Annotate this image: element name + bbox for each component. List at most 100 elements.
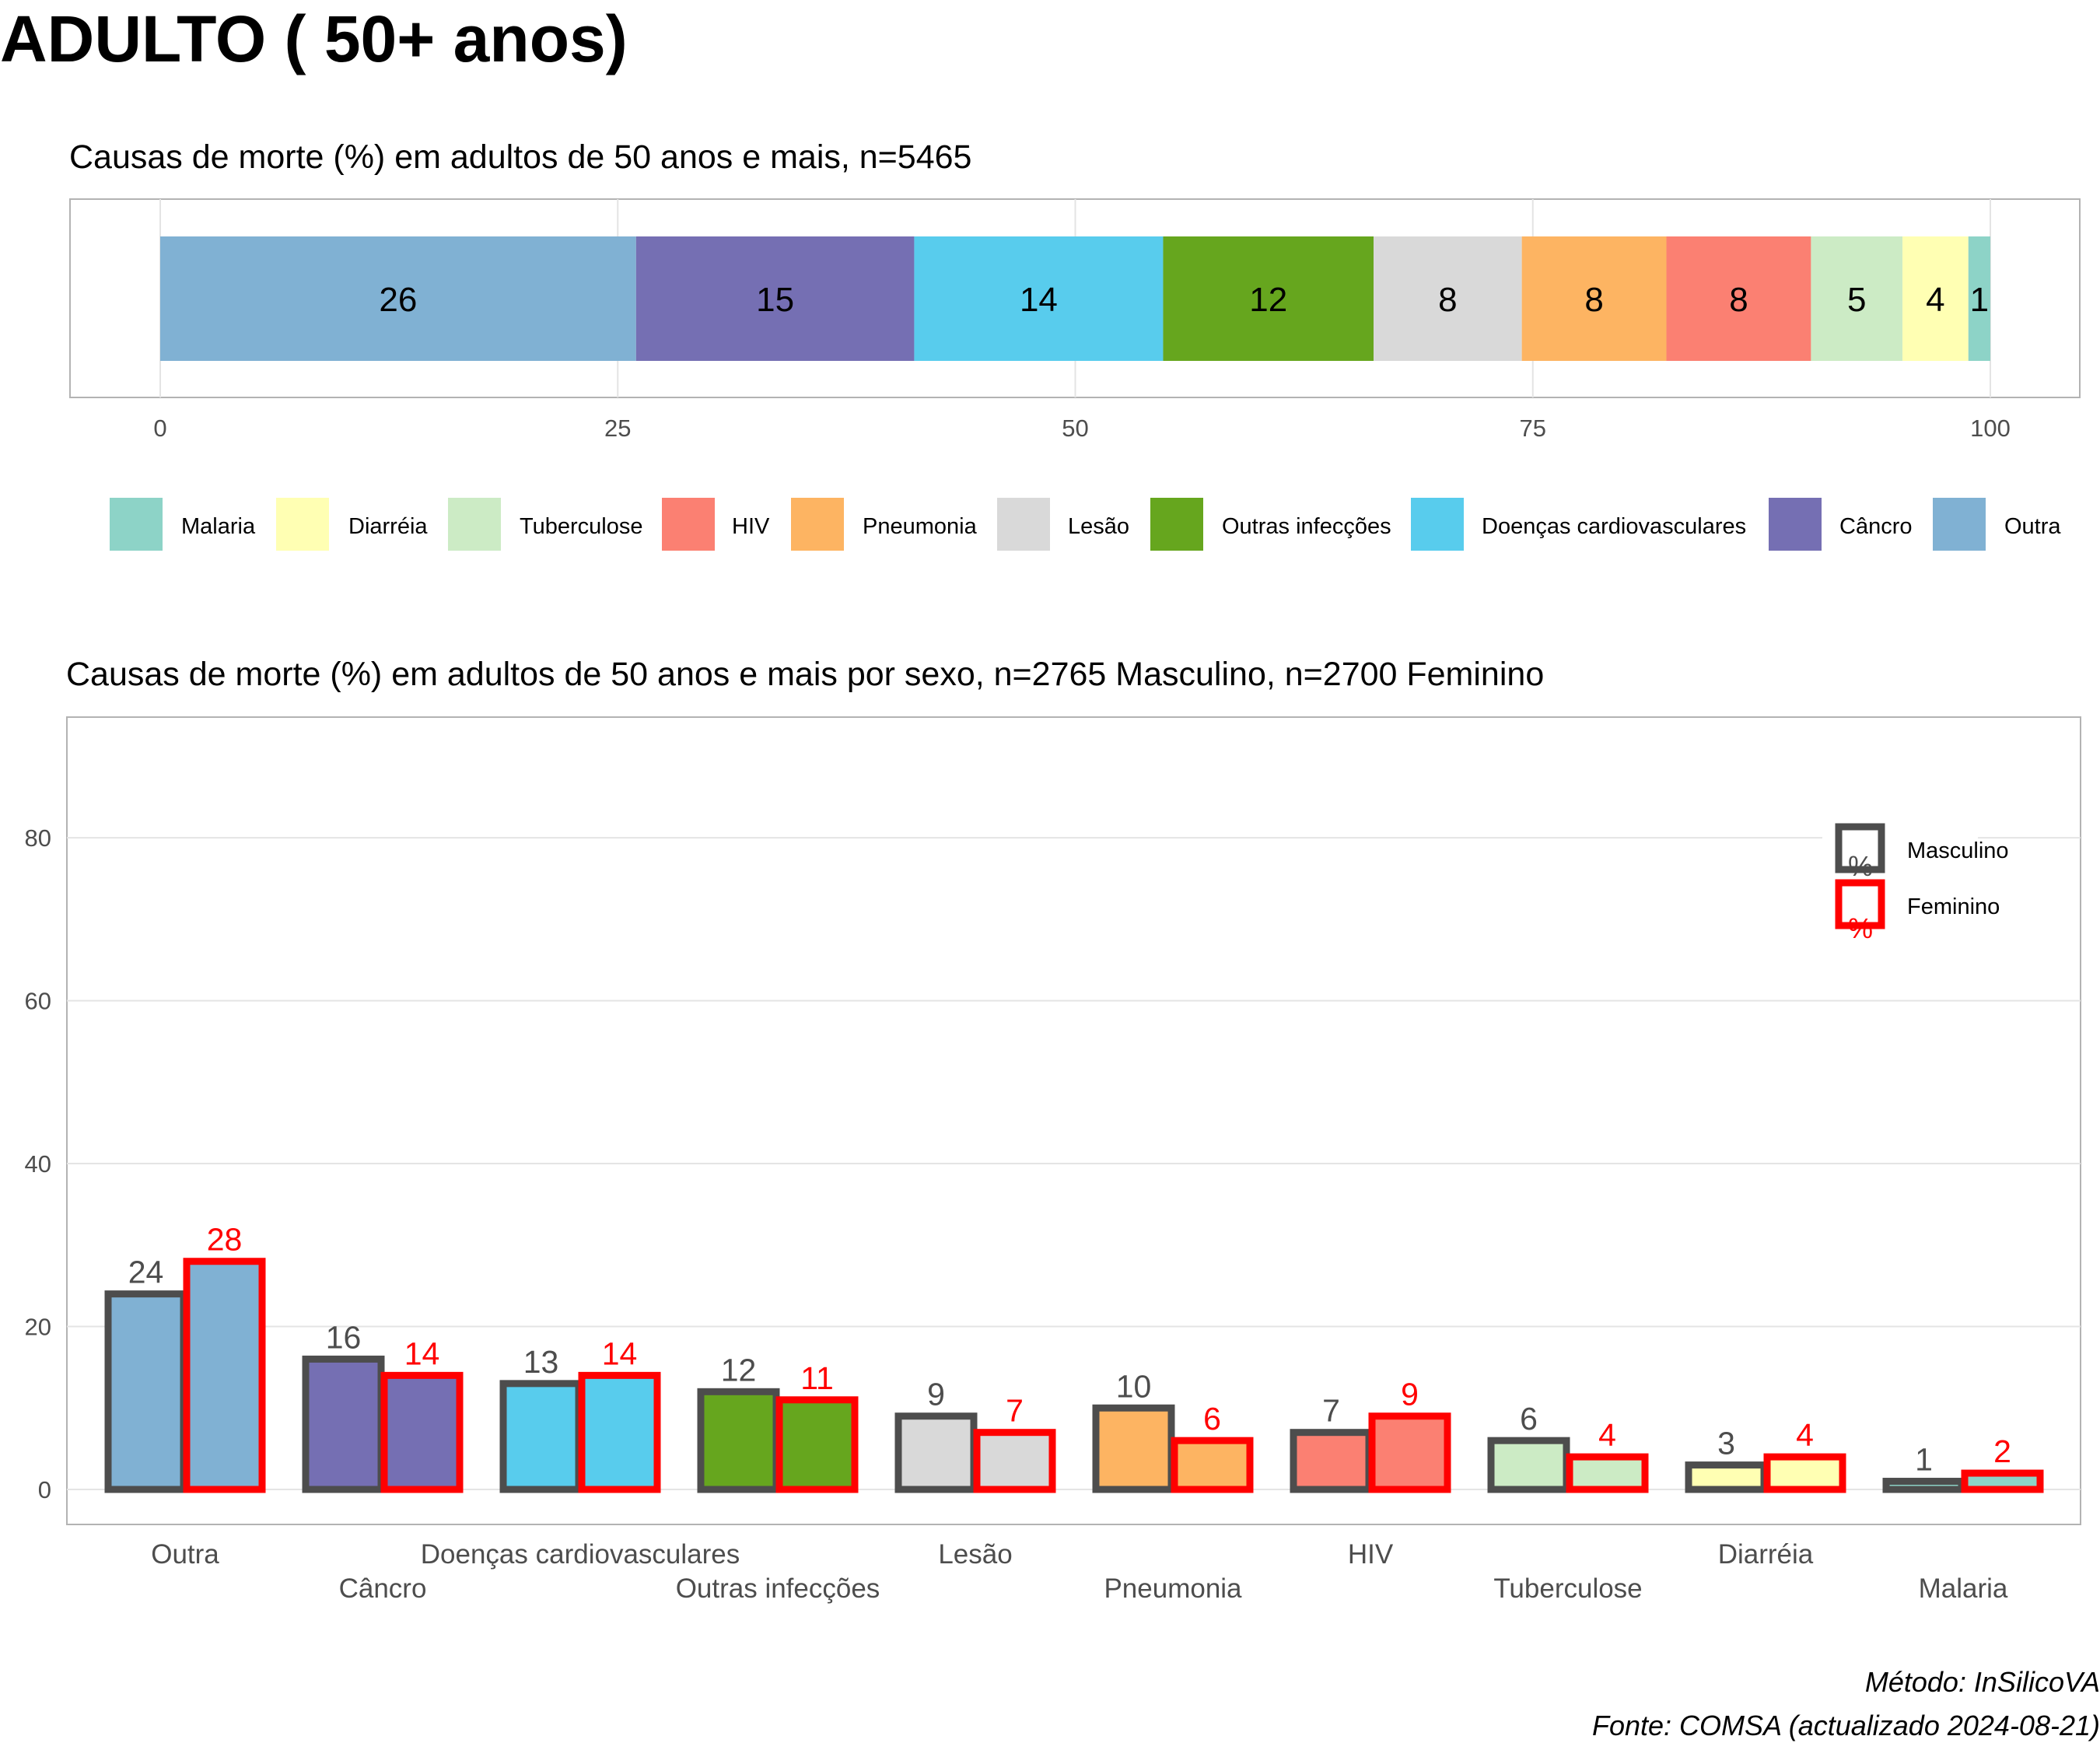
chart1-x-tick-label: 100 bbox=[1970, 415, 2011, 442]
chart2-data-label-feminino: 14 bbox=[602, 1335, 638, 1371]
chart1-legend-swatch bbox=[1769, 498, 1822, 551]
chart2-data-label-masculino: 7 bbox=[1322, 1393, 1340, 1429]
chart1-bar-segment bbox=[914, 236, 1164, 361]
chart1-legend-swatch bbox=[110, 498, 163, 551]
chart2-data-label-feminino: 4 bbox=[1796, 1417, 1814, 1453]
chart2-y-tick-label: 60 bbox=[25, 988, 51, 1015]
chart2-legend-glyph-masculino: % bbox=[1848, 850, 1873, 882]
chart2-y-tick-label: 80 bbox=[25, 824, 51, 852]
chart2-x-tick-label: Diarréia bbox=[1718, 1539, 1814, 1570]
chart2-bar-masculino bbox=[1882, 1478, 1965, 1493]
chart2-bar-feminino bbox=[1368, 1412, 1451, 1493]
chart2-y-tick-label: 20 bbox=[25, 1314, 51, 1341]
chart2-bar-feminino bbox=[775, 1396, 859, 1493]
chart2-data-label-feminino: 14 bbox=[404, 1335, 440, 1371]
chart1-legend-swatch bbox=[276, 498, 329, 551]
chart2-bar-masculino bbox=[1290, 1429, 1373, 1493]
chart2-bar-masculino bbox=[499, 1380, 583, 1493]
chart1-legend-swatch bbox=[1150, 498, 1203, 551]
chart1-bar-segment bbox=[1374, 236, 1522, 361]
chart2-data-label-masculino: 16 bbox=[326, 1319, 362, 1355]
chart2-y-tick-label: 0 bbox=[38, 1476, 51, 1503]
chart1-data-label: 14 bbox=[1020, 281, 1058, 319]
chart1-legend-swatch bbox=[448, 498, 501, 551]
chart2-data-label-masculino: 9 bbox=[927, 1377, 945, 1412]
chart1-legend-label: Malaria bbox=[181, 514, 256, 539]
chart2-x-tick-label: Outra bbox=[151, 1539, 219, 1570]
chart2-bar-masculino bbox=[302, 1355, 385, 1493]
chart1-bar-segment bbox=[1902, 236, 1969, 361]
chart2-bar-feminino bbox=[578, 1371, 661, 1493]
chart2-bar-feminino bbox=[183, 1258, 266, 1493]
chart2-data-label-masculino: 12 bbox=[721, 1352, 757, 1388]
chart1-data-label: 15 bbox=[756, 281, 794, 319]
chart2-x-tick-label: Câncro bbox=[339, 1573, 427, 1604]
chart2-bar-feminino bbox=[1566, 1453, 1649, 1493]
chart2-y-tick-label: 40 bbox=[25, 1150, 51, 1178]
chart2-data-label-masculino: 6 bbox=[1520, 1401, 1538, 1437]
chart1-bar-segment bbox=[1521, 236, 1667, 361]
chart2-legend-key-masculino bbox=[1835, 823, 1885, 873]
chart1-x-tick-label: 0 bbox=[153, 415, 166, 442]
caption-method: Método: InSilicoVA bbox=[1864, 1666, 2100, 1698]
chart1-legend-label: Diarréia bbox=[348, 514, 428, 539]
chart1-data-label: 8 bbox=[1584, 281, 1603, 319]
chart1-legend-label: Doenças cardiovasculares bbox=[1482, 514, 1746, 539]
chart1-data-label: 26 bbox=[379, 281, 417, 319]
chart2-bar-feminino bbox=[1763, 1453, 1846, 1493]
chart1-bar-segment bbox=[1968, 236, 1990, 361]
chart2-legend-key-feminino bbox=[1835, 879, 1885, 929]
chart1-legend-label: Câncro bbox=[1839, 514, 1913, 539]
chart2-bar-masculino bbox=[697, 1388, 780, 1493]
chart2-bar-masculino bbox=[1487, 1437, 1570, 1493]
chart2-bar-masculino bbox=[104, 1290, 187, 1493]
chart2-x-tick-label: Malaria bbox=[1919, 1573, 2008, 1604]
chart2-x-tick-label: Doenças cardiovasculares bbox=[421, 1539, 740, 1570]
chart1-bar-segment bbox=[635, 236, 915, 361]
chart2-data-label-masculino: 3 bbox=[1717, 1426, 1735, 1461]
chart2-data-label-masculino: 24 bbox=[128, 1255, 164, 1290]
chart2-bar-masculino bbox=[894, 1412, 978, 1493]
chart1-legend-label: Pneumonia bbox=[863, 514, 978, 539]
chart1-legend-swatch bbox=[791, 498, 844, 551]
chart2-data-label-masculino: 1 bbox=[1915, 1442, 1933, 1478]
chart1-data-label: 8 bbox=[1729, 281, 1748, 319]
chart2-x-tick-label: Tuberculose bbox=[1493, 1573, 1642, 1604]
chart1-legend-label: Tuberculose bbox=[520, 514, 643, 539]
chart2-bar-feminino bbox=[1171, 1437, 1254, 1493]
chart2-data-label-feminino: 11 bbox=[800, 1360, 834, 1396]
chart2-bar-masculino bbox=[1092, 1404, 1175, 1493]
chart1-data-label: 8 bbox=[1438, 281, 1457, 319]
chart1-legend-label: Lesão bbox=[1068, 514, 1129, 539]
chart1-x-tick-label: 25 bbox=[604, 415, 631, 442]
chart2-data-label-feminino: 7 bbox=[1006, 1393, 1024, 1429]
chart2-legend-label-masculino: Masculino bbox=[1907, 838, 2009, 863]
chart1-legend-label: Outras infecções bbox=[1222, 514, 1391, 539]
chart2-panel-border bbox=[66, 716, 2081, 1525]
chart2-bar-feminino bbox=[973, 1429, 1056, 1493]
chart1-data-label: 4 bbox=[1926, 281, 1944, 319]
chart1-bar-segment bbox=[160, 236, 636, 361]
chart2-data-label-feminino: 6 bbox=[1203, 1401, 1221, 1437]
chart1-legend-label: HIV bbox=[732, 514, 770, 539]
chart1-legend-swatch bbox=[997, 498, 1050, 551]
chart2-data-label-feminino: 4 bbox=[1598, 1417, 1616, 1453]
chart2-x-tick-label: Pneumonia bbox=[1104, 1573, 1242, 1604]
chart1-bar-segment bbox=[1163, 236, 1374, 361]
chart2-x-tick-label: Lesão bbox=[938, 1539, 1012, 1570]
chart1-data-label: 12 bbox=[1249, 281, 1287, 319]
page-title: ADULTO ( 50+ anos) bbox=[0, 2, 628, 75]
chart2-legend-label-feminino: Feminino bbox=[1907, 894, 2000, 919]
chart1-bar-segment bbox=[1666, 236, 1811, 361]
chart2-x-tick-label: HIV bbox=[1348, 1539, 1394, 1570]
chart1-title: Causas de morte (%) em adultos de 50 ano… bbox=[69, 138, 972, 176]
chart2-data-label-masculino: 13 bbox=[523, 1344, 559, 1380]
chart2-bar-feminino bbox=[380, 1371, 464, 1493]
chart2-data-label-feminino: 2 bbox=[1993, 1433, 2011, 1469]
chart1-legend-label: Outra bbox=[2004, 514, 2061, 539]
chart1-legend-swatch bbox=[1933, 498, 1986, 551]
caption-source: Fonte: COMSA (actualizado 2024-08-21) bbox=[1592, 1710, 2100, 1741]
chart2-title: Causas de morte (%) em adultos de 50 ano… bbox=[66, 656, 1545, 693]
chart1-legend-swatch bbox=[662, 498, 715, 551]
